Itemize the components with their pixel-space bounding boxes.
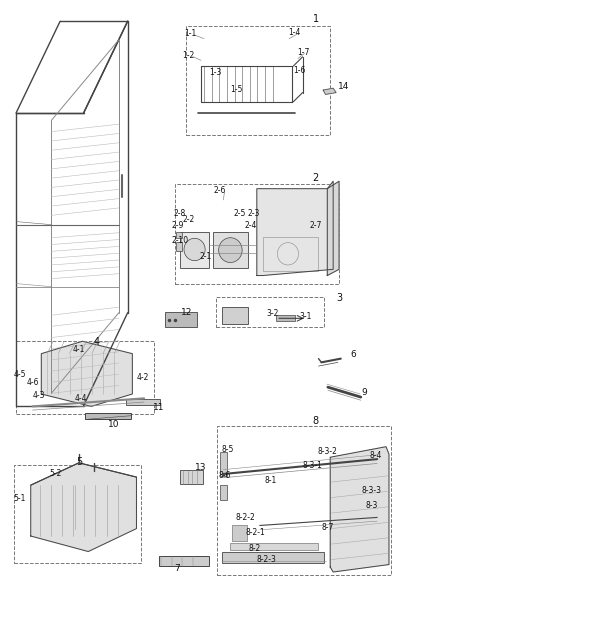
Text: 8-2-3: 8-2-3 bbox=[256, 555, 276, 564]
Text: 13: 13 bbox=[195, 464, 206, 472]
Text: 1-6: 1-6 bbox=[293, 67, 306, 75]
Text: 2-6: 2-6 bbox=[214, 186, 226, 195]
Bar bbox=[159, 556, 209, 566]
Text: 1-4: 1-4 bbox=[289, 28, 300, 37]
Text: 4: 4 bbox=[94, 337, 100, 347]
Text: 14: 14 bbox=[338, 82, 349, 92]
Text: 2-2: 2-2 bbox=[182, 215, 194, 224]
Text: 7: 7 bbox=[175, 564, 181, 573]
Text: 8-2-1: 8-2-1 bbox=[245, 528, 265, 538]
Text: 8-4: 8-4 bbox=[370, 451, 382, 460]
Bar bbox=[176, 242, 182, 250]
Bar bbox=[126, 399, 160, 404]
Circle shape bbox=[219, 238, 242, 262]
Bar bbox=[222, 551, 324, 563]
Polygon shape bbox=[327, 181, 339, 275]
Bar bbox=[220, 485, 227, 500]
Text: 3: 3 bbox=[336, 293, 342, 303]
Circle shape bbox=[184, 239, 205, 260]
Text: 5-1: 5-1 bbox=[14, 494, 26, 503]
Text: 2-1: 2-1 bbox=[199, 252, 212, 262]
Text: 8-1: 8-1 bbox=[264, 476, 277, 485]
Text: 2-7: 2-7 bbox=[309, 221, 322, 231]
Text: 1-5: 1-5 bbox=[230, 85, 242, 94]
Text: 8: 8 bbox=[313, 416, 319, 426]
Bar bbox=[181, 470, 203, 484]
Bar bbox=[16, 341, 154, 414]
Text: 1-7: 1-7 bbox=[297, 48, 310, 57]
Text: 11: 11 bbox=[153, 403, 165, 412]
Text: 12: 12 bbox=[181, 308, 192, 317]
Text: 4-4: 4-4 bbox=[74, 394, 87, 403]
Text: 1-1: 1-1 bbox=[184, 29, 196, 38]
Text: 8-3-1: 8-3-1 bbox=[303, 461, 323, 470]
Text: 5-2: 5-2 bbox=[50, 470, 62, 478]
Bar bbox=[263, 237, 319, 271]
Text: 2-8: 2-8 bbox=[173, 209, 185, 218]
Text: 4-2: 4-2 bbox=[136, 373, 149, 383]
Text: 4-3: 4-3 bbox=[32, 391, 45, 400]
Polygon shape bbox=[41, 341, 132, 406]
Text: 8-3: 8-3 bbox=[365, 500, 378, 510]
Text: 4-1: 4-1 bbox=[73, 346, 85, 354]
Text: 4-6: 4-6 bbox=[27, 378, 39, 388]
Bar bbox=[232, 525, 247, 541]
Text: 1: 1 bbox=[313, 14, 319, 24]
Text: 8-7: 8-7 bbox=[321, 523, 333, 532]
Text: 8-6: 8-6 bbox=[218, 472, 231, 480]
Text: 9: 9 bbox=[362, 388, 367, 397]
Text: 8-2-2: 8-2-2 bbox=[235, 513, 255, 522]
Text: 2-9: 2-9 bbox=[171, 221, 183, 231]
Bar bbox=[231, 543, 319, 550]
Bar bbox=[175, 184, 339, 283]
Text: 3-2: 3-2 bbox=[267, 310, 279, 318]
Bar bbox=[213, 232, 248, 268]
Bar bbox=[218, 426, 391, 575]
Polygon shape bbox=[330, 447, 389, 572]
Text: 2-4: 2-4 bbox=[245, 221, 257, 231]
Bar bbox=[216, 297, 324, 327]
Text: 1-2: 1-2 bbox=[182, 52, 194, 60]
Bar bbox=[276, 315, 295, 321]
Text: 8-3-2: 8-3-2 bbox=[317, 447, 337, 455]
Text: 5: 5 bbox=[76, 457, 82, 467]
Bar bbox=[86, 412, 131, 419]
Text: 10: 10 bbox=[109, 420, 120, 429]
Text: 2-10: 2-10 bbox=[172, 235, 189, 245]
Polygon shape bbox=[323, 88, 336, 95]
Text: 1-3: 1-3 bbox=[209, 67, 222, 77]
Bar bbox=[165, 312, 197, 327]
Bar bbox=[14, 465, 140, 563]
Text: 4-5: 4-5 bbox=[14, 370, 26, 379]
Bar bbox=[181, 232, 209, 268]
Text: 6: 6 bbox=[351, 350, 356, 359]
Text: 2-5: 2-5 bbox=[233, 209, 245, 218]
Text: 3-1: 3-1 bbox=[299, 312, 312, 321]
Text: 8-5: 8-5 bbox=[221, 445, 234, 454]
Text: 8-2: 8-2 bbox=[249, 544, 261, 553]
Text: 2-3: 2-3 bbox=[248, 209, 260, 218]
Bar bbox=[222, 307, 248, 324]
Bar bbox=[220, 452, 227, 476]
Polygon shape bbox=[257, 181, 333, 275]
Text: 8-3-3: 8-3-3 bbox=[361, 485, 381, 495]
Bar bbox=[186, 26, 330, 135]
Bar bbox=[176, 232, 182, 239]
Polygon shape bbox=[31, 463, 136, 551]
Text: 2: 2 bbox=[313, 173, 319, 183]
